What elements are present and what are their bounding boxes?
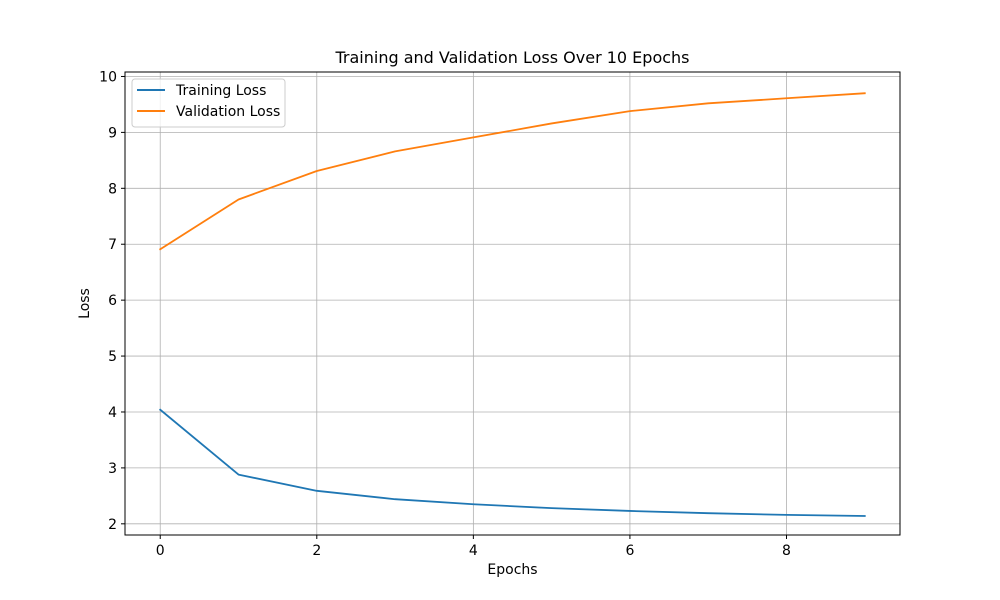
y-tick-label: 7 [108,237,117,253]
y-tick-label: 5 [108,349,117,365]
x-tick-label: 6 [625,543,634,559]
x-axis-label: Epochs [487,562,537,578]
y-tick-label: 6 [108,293,117,309]
series-lines [158,92,866,517]
y-tick-label: 8 [108,181,117,197]
axis-ticks: 0 2 4 6 8 2 3 4 5 6 7 8 9 10 [99,69,791,559]
legend-label-validation-loss: Validation Loss [176,104,280,120]
y-tick-label: 9 [108,125,117,141]
legend-label-training-loss: Training Loss [175,83,266,99]
y-tick-label: 2 [108,517,117,533]
series-line-validation-loss [158,92,866,251]
grid [125,72,900,535]
chart-title: Training and Validation Loss Over 10 Epo… [334,48,689,67]
y-tick-label: 3 [108,461,117,477]
x-tick-label: 8 [782,543,791,559]
x-tick-label: 0 [156,543,165,559]
x-tick-label: 2 [312,543,321,559]
plot-area-frame [124,71,901,536]
legend-box [131,78,286,128]
y-tick-label: 4 [108,405,117,421]
legend: Training Loss Validation Loss [131,78,286,128]
x-tick-label: 4 [469,543,478,559]
series-line-training-loss [158,408,866,517]
y-tick-label: 10 [99,69,117,85]
y-axis-label: Loss [77,288,93,319]
